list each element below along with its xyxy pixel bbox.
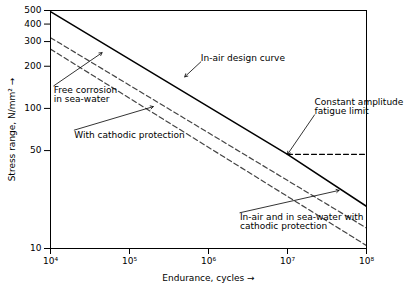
svg-text:10⁵: 10⁵ bbox=[122, 256, 137, 266]
svg-text:400: 400 bbox=[24, 19, 41, 29]
svg-text:10⁴: 10⁴ bbox=[43, 256, 58, 266]
svg-text:10: 10 bbox=[30, 243, 42, 253]
svg-text:50: 50 bbox=[30, 145, 42, 155]
svg-text:10⁷: 10⁷ bbox=[280, 256, 295, 266]
svg-text:Endurance, cycles →: Endurance, cycles → bbox=[162, 273, 255, 283]
svg-text:300: 300 bbox=[24, 36, 41, 46]
svg-text:In-air and in sea-water withca: In-air and in sea-water withcathodic pro… bbox=[240, 212, 364, 231]
svg-text:10⁶: 10⁶ bbox=[201, 256, 216, 266]
svg-text:With cathodic protection: With cathodic protection bbox=[74, 130, 185, 140]
svg-text:200: 200 bbox=[24, 61, 41, 71]
svg-text:In-air design curve: In-air design curve bbox=[201, 53, 286, 63]
svg-text:10⁸: 10⁸ bbox=[359, 256, 374, 266]
svg-text:Constant amplitudefatigue limi: Constant amplitudefatigue limit bbox=[315, 97, 404, 116]
svg-text:100: 100 bbox=[24, 103, 41, 113]
svg-text:500: 500 bbox=[24, 5, 41, 15]
svg-text:Free corrosionin sea-water: Free corrosionin sea-water bbox=[54, 85, 117, 104]
svg-text:Stress range, N/mm² →: Stress range, N/mm² → bbox=[7, 77, 17, 181]
